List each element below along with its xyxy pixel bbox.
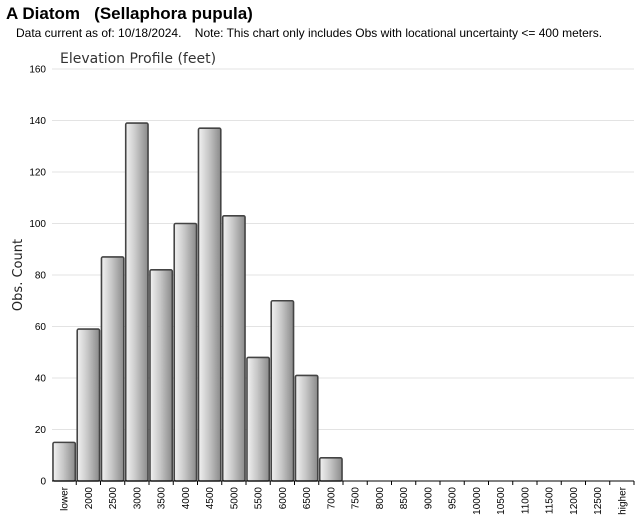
bar-2000 [76,328,101,482]
x-tick-label: 5500 [254,487,265,510]
bar-5500 [246,356,271,482]
x-tick-label: 5000 [229,487,240,510]
chart-title: A Diatom (Sellaphora pupula) [6,4,253,23]
y-tick-label: 140 [29,116,46,127]
grid-lines [52,68,634,430]
y-axis-ticks: 0 20 40 60 80 100 120 140 160 [29,65,46,488]
y-tick-label: 20 [35,425,47,436]
x-tick-label: 4500 [205,487,216,510]
y-tick-label: 60 [35,322,47,333]
y-tick-label: 160 [29,65,46,76]
x-tick-label: 2000 [84,487,95,510]
bar-3500 [149,269,174,482]
plot-title: Elevation Profile (feet) [60,51,216,67]
x-tick-label: 3000 [132,487,143,510]
y-tick-label: 40 [35,374,47,385]
x-tick-label: 8000 [375,487,386,510]
y-tick-label: 120 [29,168,46,179]
x-tick-label: 12500 [593,487,604,515]
x-tick-label: 4000 [181,487,192,510]
bar-3000 [124,122,149,482]
x-tick-label: 9000 [423,487,434,510]
x-tick-label: 11000 [520,487,531,515]
bar-6000 [270,299,295,482]
x-tick-label: 10000 [472,487,483,515]
x-tick-label: 7000 [326,487,337,510]
chart-subtitle: Data current as of: 10/18/2024. Note: Th… [16,26,603,40]
y-tick-label: 100 [29,219,46,230]
y-tick-label: 0 [40,477,46,488]
y-tick-label: 80 [35,271,47,282]
bar-4000 [173,222,198,482]
x-tick-label: 6500 [302,487,313,510]
bar-lower [52,441,77,482]
x-tick-label: 3500 [157,487,168,510]
x-tick-label: 2500 [108,487,119,510]
x-tick-label: higher [617,486,628,514]
bars [52,122,343,482]
bar-5000 [221,214,246,482]
x-tick-label: 10500 [496,487,507,515]
bar-7000 [318,457,343,482]
x-tick-label: 7500 [351,487,362,510]
x-tick-label: 11500 [545,487,556,515]
x-axis-ticks: lower 2000 2500 3000 3500 4000 4500 5000 5500 600… [60,481,635,515]
x-tick-label: lower [60,486,71,511]
bar-6500 [294,374,319,482]
bar-4500 [197,127,222,482]
x-tick-label: 9500 [448,487,459,510]
bar-2500 [100,256,125,482]
y-axis-title: Obs. Count [11,239,26,311]
x-tick-label: 6000 [278,487,289,510]
x-tick-label: 12000 [569,487,580,515]
x-tick-label: 8500 [399,487,410,510]
